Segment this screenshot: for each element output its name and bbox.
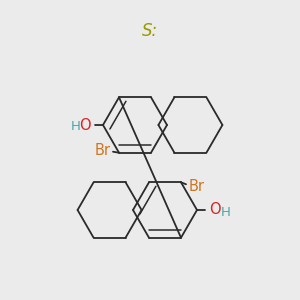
Text: Br: Br — [95, 143, 111, 158]
Text: O: O — [80, 118, 91, 133]
Text: H: H — [221, 206, 231, 218]
Text: O: O — [209, 202, 220, 217]
Text: H: H — [71, 121, 81, 134]
Text: S:: S: — [142, 22, 158, 40]
Text: Br: Br — [189, 179, 205, 194]
